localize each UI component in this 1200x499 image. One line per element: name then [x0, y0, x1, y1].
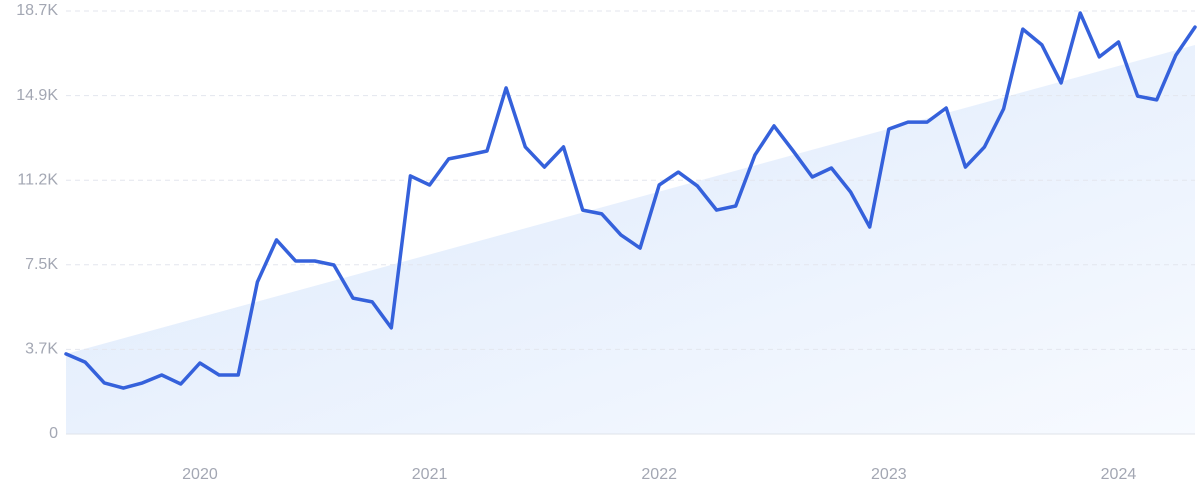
- x-tick-label: 2020: [182, 466, 218, 483]
- x-tick-label: 2024: [1101, 466, 1137, 483]
- x-tick-label: 2021: [412, 466, 448, 483]
- y-tick-label: 14.9K: [16, 87, 58, 104]
- x-tick-label: 2022: [641, 466, 677, 483]
- y-tick-label: 0: [49, 425, 58, 442]
- trend-line: [64, 11, 1197, 390]
- y-tick-label: 11.2K: [17, 171, 58, 188]
- y-tick-label: 3.7K: [25, 341, 58, 358]
- x-tick-label: 2023: [871, 466, 907, 483]
- y-tick-label: 18.7K: [16, 2, 58, 19]
- y-tick-label: 7.5K: [25, 256, 58, 273]
